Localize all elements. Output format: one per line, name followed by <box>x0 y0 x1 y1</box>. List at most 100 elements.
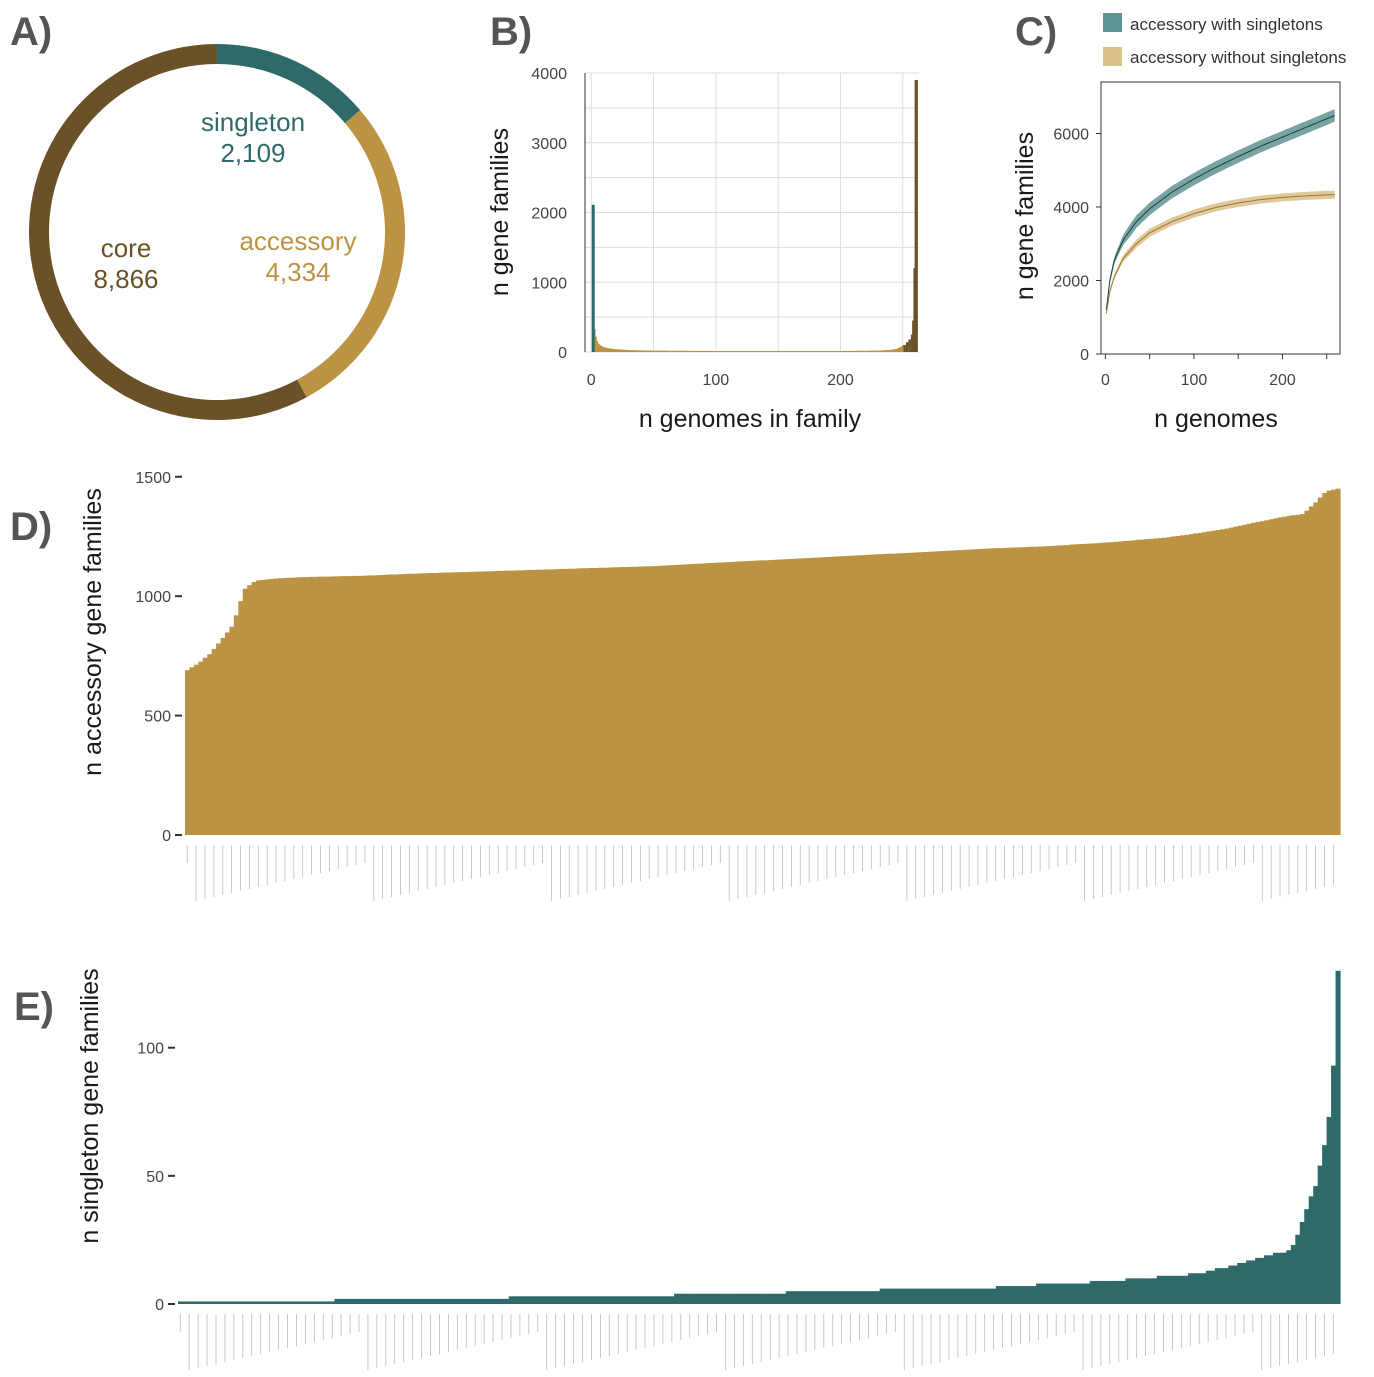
band-without-singletons <box>1106 190 1335 315</box>
panel-e-bar <box>195 1301 201 1304</box>
panel-d-label: D) <box>10 505 52 549</box>
panel-d-bar <box>1113 541 1119 835</box>
panel-e-bar <box>455 1298 461 1304</box>
panel-c-label: C) <box>1015 10 1057 54</box>
panel-d-bar <box>878 554 884 835</box>
panel-d-bar <box>344 576 350 835</box>
panel-e-bar <box>253 1301 260 1304</box>
panel-e-bar <box>727 1293 733 1304</box>
histogram-accessory-area <box>593 306 904 352</box>
panel-e-bar <box>937 1288 943 1304</box>
panel-d-bar <box>704 563 710 835</box>
panel-d-bar <box>451 572 457 835</box>
panel-d-bar <box>1024 546 1030 835</box>
panel-e-bar <box>759 1293 765 1304</box>
panel-e-bar <box>325 1301 331 1304</box>
panel-e-bar <box>1219 1268 1225 1304</box>
panel-e-bar <box>499 1298 505 1304</box>
panel-b-y-tick-label: 2000 <box>531 206 567 223</box>
panel-d-bar <box>1202 532 1208 835</box>
panel-e-bar <box>227 1301 233 1304</box>
panel-d-bar <box>1117 541 1123 835</box>
panel-c-frame <box>1100 81 1341 355</box>
panel-b: B) 0 1000 2000 3000 4000 0 100 200 n genomes in… <box>486 10 919 433</box>
panel-e-bar <box>1317 1165 1323 1304</box>
panel-e-bar <box>414 1298 420 1304</box>
panel-e-bar <box>933 1288 939 1304</box>
panel-d-bar <box>416 573 422 835</box>
panel-d-bar <box>1029 546 1035 835</box>
panel-e-bar <box>548 1296 555 1304</box>
panel-e-y-tick-label: 50 <box>146 1169 164 1186</box>
panel-d-bar <box>1109 542 1115 835</box>
panel-e-bar <box>1121 1280 1127 1304</box>
panel-e-bar <box>884 1288 890 1304</box>
panel-e-bar <box>705 1293 711 1304</box>
panel-e-bar <box>347 1298 353 1304</box>
panel-e-bar <box>1116 1280 1122 1304</box>
panel-c-y-tick-label: 6000 <box>1053 126 1089 143</box>
panel-e-bar <box>1067 1283 1073 1304</box>
panel-e-bar <box>1331 1065 1337 1304</box>
panel-d-bar <box>633 566 639 835</box>
panel-d-bar <box>1282 516 1288 835</box>
panel-d-bar <box>1033 546 1039 835</box>
panel-d-bar <box>864 554 870 835</box>
panel-c-x-axis-title: n genomes <box>1154 405 1278 433</box>
panel-e-bar <box>910 1288 917 1304</box>
legend-swatch-with-singletons <box>1103 13 1122 32</box>
panel-e-bar <box>1255 1257 1261 1304</box>
panel-e-bar <box>1223 1268 1229 1304</box>
panel-e-bar <box>1018 1286 1024 1304</box>
panel-d-bar <box>1295 514 1301 835</box>
panel-d-bar <box>1148 538 1155 835</box>
panel-e-bar <box>312 1301 318 1304</box>
panel-d-bar <box>984 548 990 835</box>
panel-e-bar <box>508 1296 514 1304</box>
panel-d-bar <box>575 568 581 835</box>
panel-d-bar <box>1082 543 1088 835</box>
panel-d-bar <box>1006 547 1012 835</box>
panel-e-bar <box>794 1291 800 1304</box>
panel-d-bar <box>726 562 733 835</box>
panel-e-bar <box>379 1298 385 1304</box>
accessory-slice-label: accessory <box>239 226 356 256</box>
panel-d-bar <box>247 585 253 835</box>
panel-d-bar <box>353 575 359 835</box>
panel-e-bar <box>204 1301 210 1304</box>
panel-d-bar <box>424 573 430 835</box>
panel-e-bar <box>1004 1286 1010 1304</box>
panel-d-bar <box>851 555 857 835</box>
panel-e-bar <box>919 1288 925 1304</box>
panel-d-bar <box>917 552 924 835</box>
core-slice-label: core <box>101 233 152 263</box>
panel-e-bar <box>1134 1278 1140 1304</box>
panel-e-bar <box>870 1291 876 1304</box>
panel-c-x-tick-label: 0 <box>1101 372 1110 389</box>
panel-d-bar <box>1091 543 1097 835</box>
panel-d-bar <box>1304 510 1310 835</box>
panel-d-bar <box>598 567 604 835</box>
panel-e-genome-labels <box>179 1314 1334 1370</box>
panel-e-bar <box>1272 1252 1279 1304</box>
panel-d-bar <box>744 561 750 835</box>
panel-d-bar <box>380 574 386 835</box>
panel-e-bar <box>642 1296 648 1304</box>
panel-e-bar <box>924 1288 930 1304</box>
panel-e-bar <box>1192 1273 1198 1304</box>
panel-e-bar <box>276 1301 282 1304</box>
panel-d-bar <box>949 550 955 835</box>
panel-d-bar <box>220 637 226 835</box>
panel-d-bar <box>891 553 897 835</box>
panel-d-bar <box>495 570 502 835</box>
panel-e-bar <box>964 1288 970 1304</box>
panel-d-bar <box>438 572 444 835</box>
histogram-core-bar <box>905 342 909 352</box>
panel-e-bar <box>799 1291 805 1304</box>
panel-e-bar <box>410 1298 416 1304</box>
panel-d-bar <box>686 564 693 835</box>
panel-d-bar <box>189 667 195 835</box>
panel-e-bar <box>1156 1275 1162 1304</box>
panel-e-bar <box>178 1301 184 1304</box>
panel-e-bar <box>526 1296 532 1304</box>
